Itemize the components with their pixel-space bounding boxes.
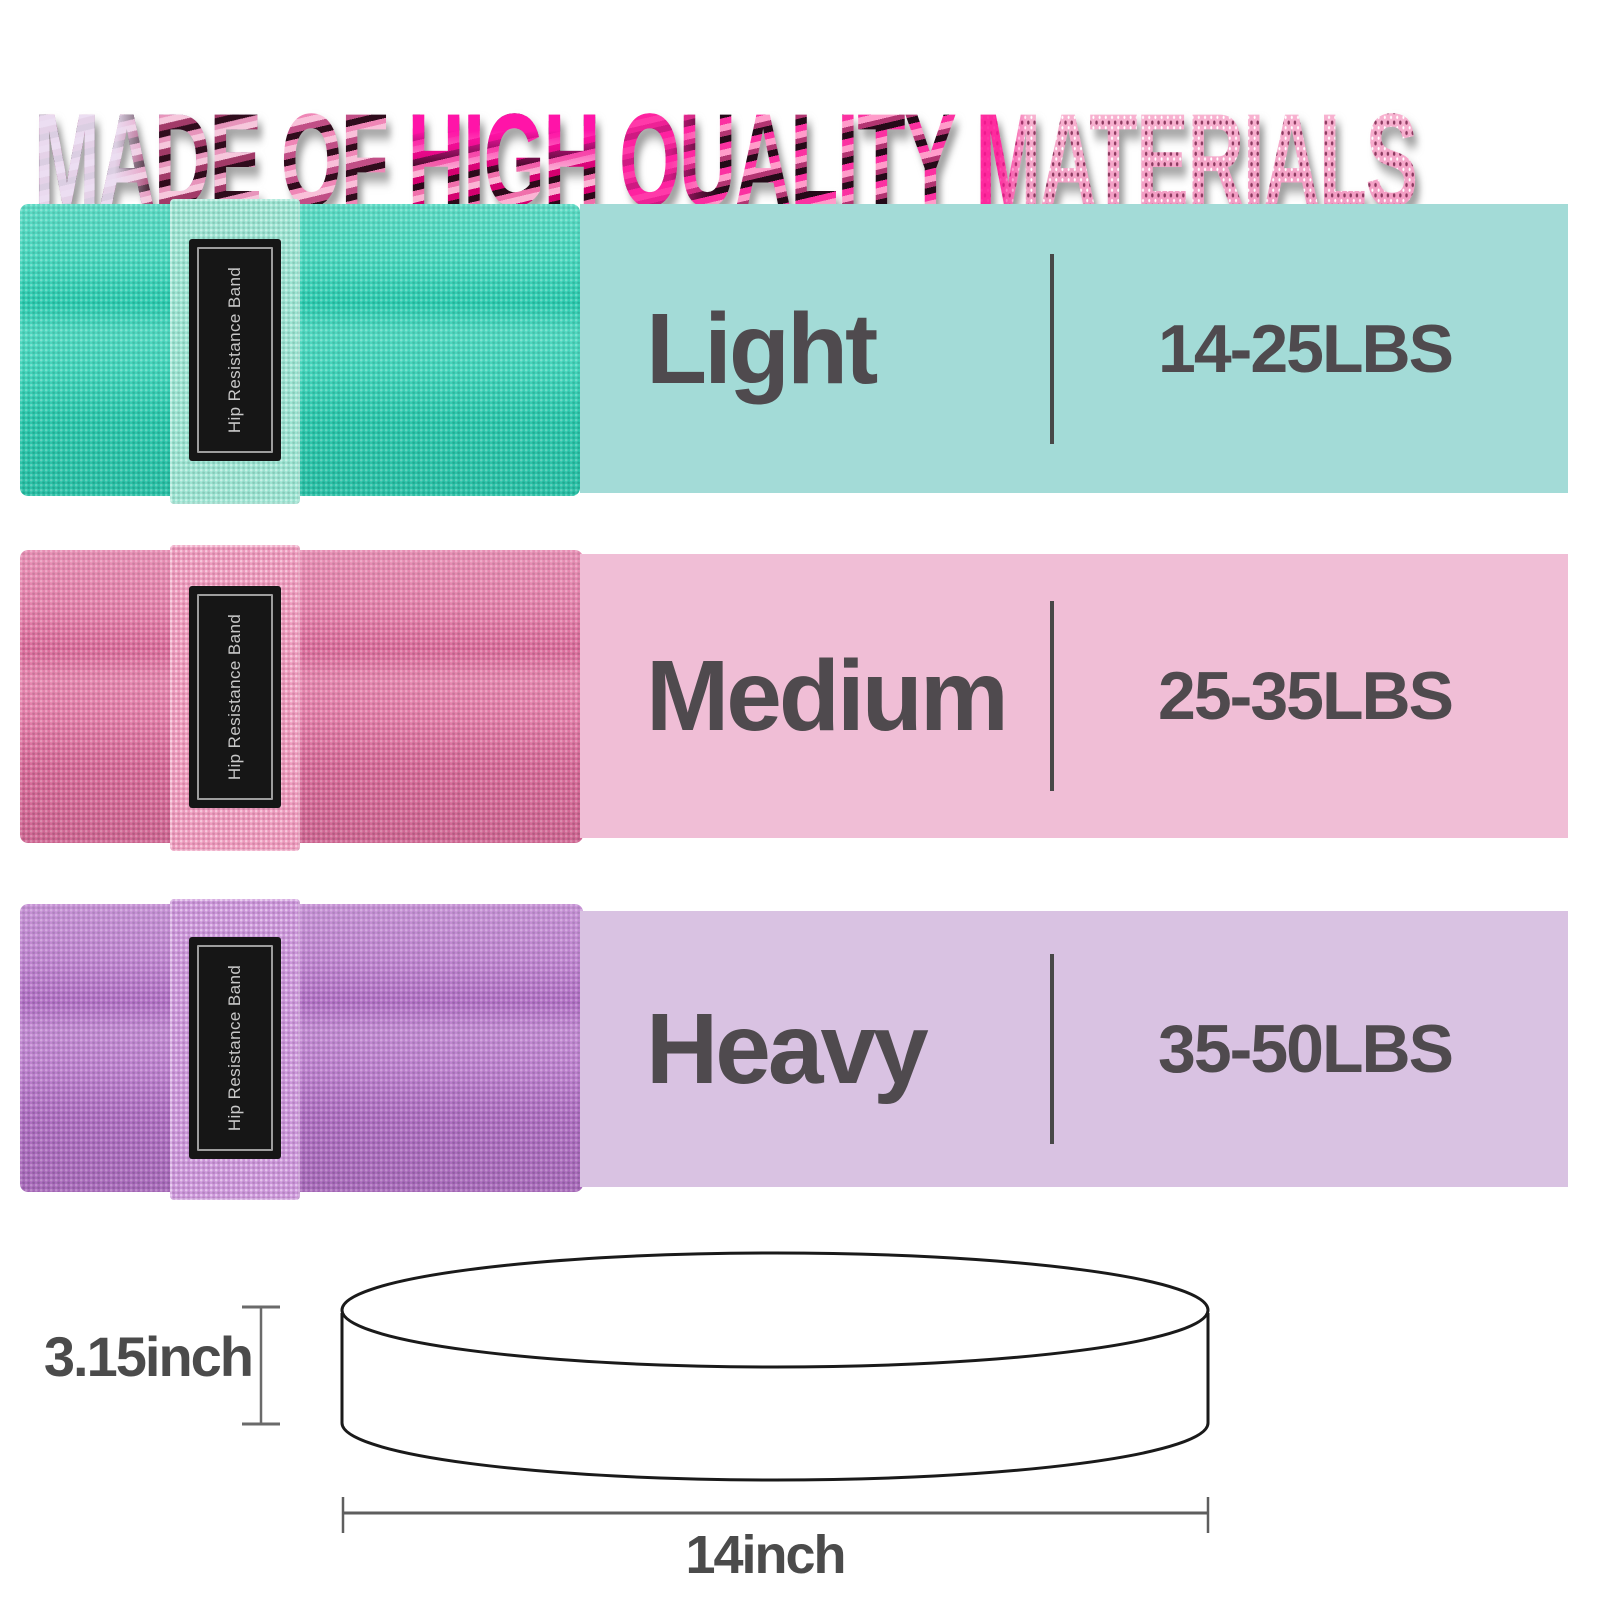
resistance-level-name: Medium [646, 640, 1009, 752]
brand-tag: Hip Resistance Band [189, 937, 281, 1159]
weight-range-value: 35-50LBS [1158, 1011, 1454, 1087]
divider-line [1050, 253, 1054, 444]
resistance-level-name: Heavy [646, 993, 929, 1105]
divider-line [1050, 601, 1054, 791]
spec-panel-medium: Medium 25-35LBS [580, 554, 1568, 838]
weight-range-value: 25-35LBS [1158, 658, 1454, 734]
brand-tag: Hip Resistance Band [189, 239, 281, 461]
width-dimension [341, 1497, 1210, 1533]
brand-tag-frame [197, 945, 273, 1151]
spec-panel-light: Light 14-25LBS [580, 204, 1568, 493]
divider-line [1050, 954, 1054, 1144]
height-dimension [242, 1305, 280, 1426]
brand-tag: Hip Resistance Band [189, 585, 281, 808]
spec-panel-heavy: Heavy 35-50LBS [580, 911, 1568, 1187]
width-dimension-label: 14inch [685, 1525, 846, 1585]
band-photo-light: Hip Resistance Band [20, 199, 580, 504]
brand-tag-frame [197, 247, 273, 453]
cylinder-top-rim [340, 1251, 1210, 1369]
resistance-level-name: Light [646, 292, 878, 405]
brand-tag-frame [197, 593, 273, 800]
band-size-diagram [242, 1251, 1210, 1533]
height-dimension-label: 3.15inch [43, 1325, 254, 1388]
weight-range-value: 14-25LBS [1158, 310, 1454, 387]
brand-tag-label: Hip Resistance Band [225, 613, 244, 780]
brand-tag-label: Hip Resistance Band [225, 964, 244, 1132]
brand-tag-label: Hip Resistance Band [225, 266, 244, 434]
band-photo-heavy: Hip Resistance Band [20, 899, 583, 1200]
band-photo-medium: Hip Resistance Band [20, 545, 583, 851]
